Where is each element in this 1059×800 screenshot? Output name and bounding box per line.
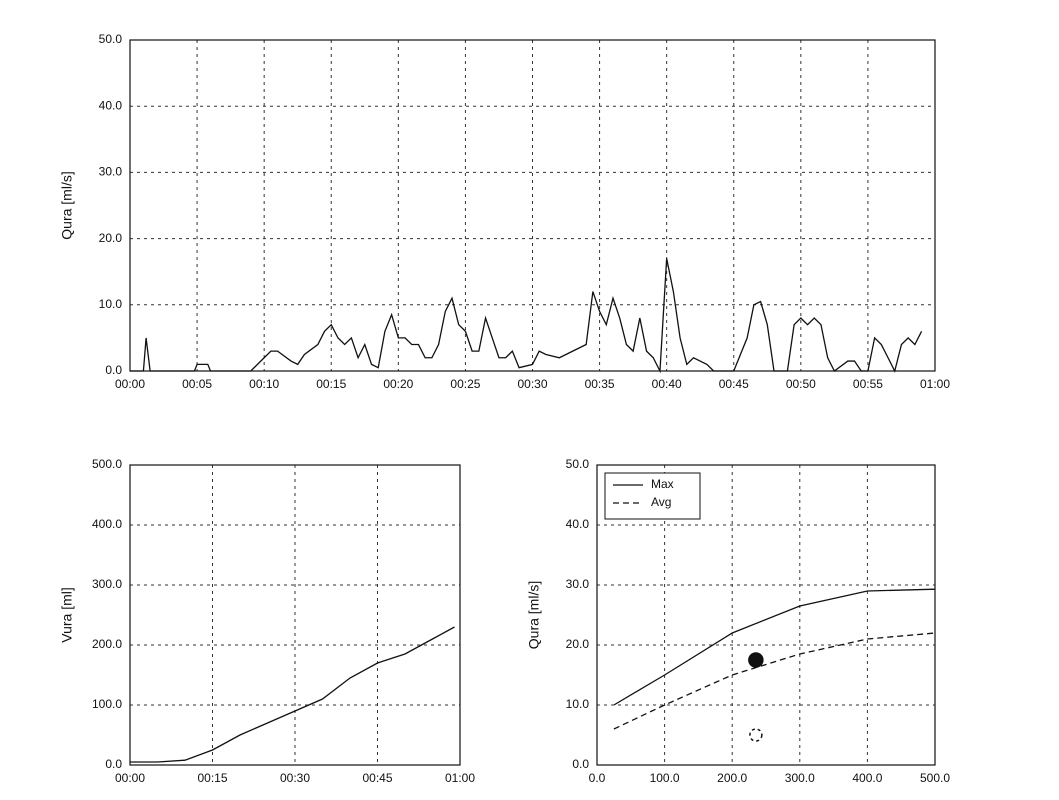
- legend-box: [604, 472, 701, 520]
- data-line: [130, 626, 455, 763]
- y-tick-label: 10.0: [566, 697, 590, 711]
- chart: 00:00 00:15 00:30 00:45 01:00 0.0 100.0 200.0 30…: [59, 457, 476, 785]
- data-line: [613, 588, 936, 706]
- y-tick-label: 300.0: [92, 577, 122, 591]
- x-tick-label: 100.0: [650, 771, 680, 785]
- x-tick-label: 00:45: [719, 377, 749, 391]
- y-tick-label: 0.0: [572, 757, 589, 771]
- chart: 00:00 00:05 00:10 00:15 00:20 00:25 00:30 00:35…: [59, 32, 951, 391]
- legend-label: Avg: [651, 495, 671, 509]
- x-tick-label: 0.0: [589, 771, 606, 785]
- y-tick-label: 0.0: [105, 363, 122, 377]
- plot-frame: [596, 464, 936, 766]
- plot-frame: [129, 464, 461, 766]
- x-tick-label: 00:30: [280, 771, 310, 785]
- x-tick-label: 00:15: [197, 771, 227, 785]
- x-tick-label: 00:20: [383, 377, 413, 391]
- x-tick-label: 00:10: [249, 377, 279, 391]
- y-tick-label: 0.0: [105, 757, 122, 771]
- y-tick-label: 40.0: [566, 517, 590, 531]
- y-tick-label: 500.0: [92, 457, 122, 471]
- x-tick-label: 400.0: [852, 771, 882, 785]
- y-tick-label: 30.0: [566, 577, 590, 591]
- y-tick-label: 400.0: [92, 517, 122, 531]
- x-tick-label: 00:45: [362, 771, 392, 785]
- y-tick-label: 50.0: [99, 32, 123, 46]
- x-tick-label: 01:00: [445, 771, 475, 785]
- x-tick-label: 00:30: [517, 377, 547, 391]
- x-tick-label: 500.0: [920, 771, 950, 785]
- x-tick-label: 00:50: [786, 377, 816, 391]
- y-tick-label: 30.0: [99, 165, 123, 179]
- y-tick-label: 50.0: [566, 457, 590, 471]
- data-point: [749, 728, 763, 742]
- y-tick-label: 200.0: [92, 637, 122, 651]
- y-tick-label: 100.0: [92, 697, 122, 711]
- x-tick-label: 00:40: [652, 377, 682, 391]
- data-point: [748, 652, 764, 668]
- plot-frame: [129, 39, 936, 372]
- y-tick-label: 20.0: [99, 231, 123, 245]
- chart: 0.0 100.0 200.0 300.0 400.0 500.0 0.0 10.0 20.0 3…: [526, 457, 951, 785]
- x-tick-label: 00:00: [115, 377, 145, 391]
- y-tick-label: 20.0: [566, 637, 590, 651]
- x-tick-label: 00:00: [115, 771, 145, 785]
- x-tick-label: 00:05: [182, 377, 212, 391]
- y-tick-label: 10.0: [99, 297, 123, 311]
- x-tick-label: 300.0: [785, 771, 815, 785]
- y-axis-title: Vura [ml]: [59, 587, 75, 643]
- data-line: [613, 632, 936, 730]
- x-tick-label: 200.0: [717, 771, 747, 785]
- y-axis-title: Qura [ml/s]: [59, 171, 75, 239]
- data-line: [130, 258, 923, 374]
- x-tick-label: 00:25: [450, 377, 480, 391]
- y-tick-label: 40.0: [99, 98, 123, 112]
- x-tick-label: 00:35: [585, 377, 615, 391]
- y-axis-title: Qura [ml/s]: [526, 581, 542, 649]
- x-tick-label: 00:55: [853, 377, 883, 391]
- x-tick-label: 00:15: [316, 377, 346, 391]
- legend-label: Max: [651, 477, 674, 491]
- x-tick-label: 01:00: [920, 377, 950, 391]
